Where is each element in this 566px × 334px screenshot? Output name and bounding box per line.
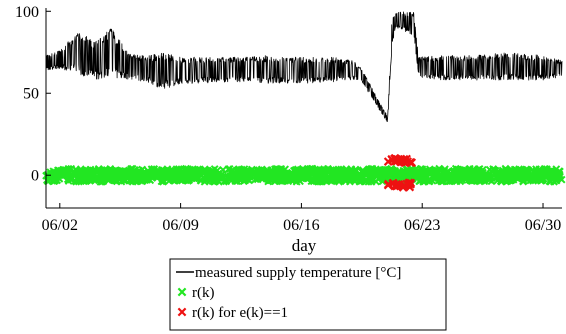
y-tick-label: 100 <box>15 4 39 21</box>
series-supply-temperature <box>45 11 563 122</box>
y-tick-label: 0 <box>31 168 39 185</box>
legend-box <box>169 258 447 331</box>
x-tick-label: 06/09 <box>162 217 198 234</box>
x-tick-label: 06/16 <box>283 217 319 234</box>
r-k-error-markers <box>383 153 417 192</box>
legend: measured supply temperature [°C] r(k) r(k)… <box>169 258 447 331</box>
legend-entry: r(k) for e(k)==1 <box>177 305 288 321</box>
legend-marker-swatch <box>177 307 187 317</box>
supply-temperature-line <box>45 11 563 122</box>
series-r-k <box>42 164 566 186</box>
x-tick-label: 06/30 <box>525 217 561 234</box>
legend-entry: measured supply temperature [°C] <box>176 265 401 281</box>
legend-marker-swatch <box>177 287 187 297</box>
series-r-k-error <box>383 153 417 192</box>
plot-area <box>42 11 566 192</box>
legend-label: r(k) <box>192 285 215 301</box>
y-tick-label: 50 <box>23 86 39 103</box>
axes: 0 50 100 06/02 06/09 06/16 06/23 06/30 day <box>15 4 562 255</box>
x-tick-label: 06/23 <box>404 217 440 234</box>
legend-label: r(k) for e(k)==1 <box>192 305 288 321</box>
x-tick-label: 06/02 <box>42 217 78 234</box>
legend-entry: r(k) <box>177 285 215 301</box>
x-axis-title: day <box>292 236 317 255</box>
legend-label: measured supply temperature [°C] <box>195 265 401 281</box>
r-k-markers <box>42 164 566 186</box>
